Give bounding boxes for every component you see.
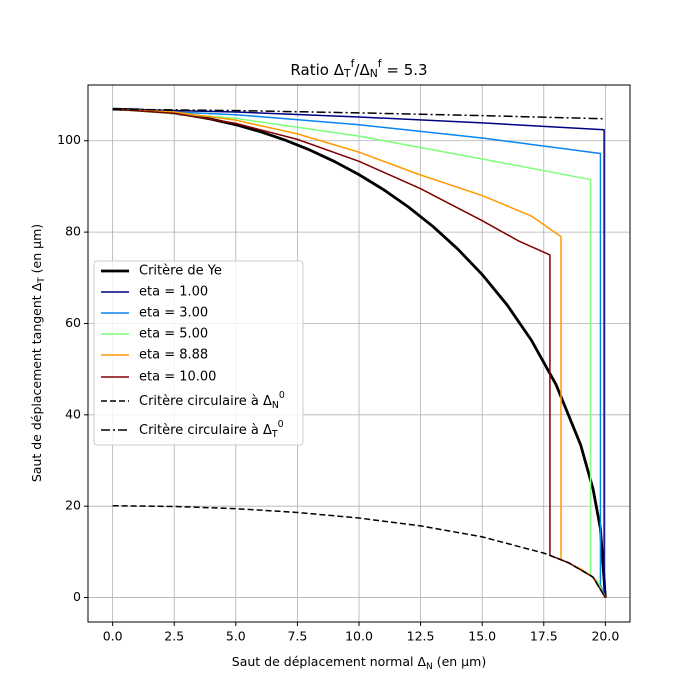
chart-title: Ratio ΔTf/ΔNf = 5.3 — [290, 57, 427, 80]
y-axis-label: Saut de déplacement tangent ΔT (en μm) — [29, 224, 47, 482]
legend-label: eta = 3.00 — [139, 306, 208, 321]
y-tick-label: 80 — [65, 224, 81, 239]
y-tick-label: 60 — [65, 315, 81, 330]
legend-label: eta = 1.00 — [139, 285, 208, 300]
text-sup: f — [351, 57, 355, 70]
x-tick-label: 10.0 — [345, 629, 373, 644]
y-tick-label: 100 — [57, 132, 81, 147]
text-segment: Saut de déplacement tangent Δ — [29, 282, 44, 482]
x-tick-label: 2.5 — [164, 629, 184, 644]
x-tick-label: 17.5 — [530, 629, 558, 644]
text-segment: Critère circulaire à Δ — [139, 423, 272, 438]
series-line — [112, 108, 607, 598]
legend-frame — [93, 260, 304, 446]
legend-label: eta = 10.00 — [139, 370, 216, 385]
lines — [112, 107, 607, 598]
text-sup: 0 — [279, 390, 285, 401]
text-sub: N — [426, 662, 433, 672]
series-line — [112, 108, 606, 120]
x-axis-label: Saut de déplacement normal ΔN (en μm) — [232, 654, 486, 672]
legend-label: eta = 5.00 — [139, 327, 208, 342]
legend-label: Critère de Ye — [139, 264, 222, 279]
text-sub: N — [370, 67, 378, 80]
text-segment: /Δ — [354, 61, 370, 79]
text-sup: f — [378, 57, 382, 70]
text-sub: T — [271, 429, 278, 440]
text-segment: Ratio Δ — [290, 61, 344, 79]
y-tick-label: 40 — [65, 406, 81, 421]
legend-label: Critère circulaire à ΔT0 — [139, 419, 284, 440]
text-segment: (en μm) — [29, 224, 44, 277]
legend: Critère de Ye eta = 1.00 eta = 3.00 eta = 5… — [93, 260, 304, 446]
text-sub: T — [343, 67, 351, 80]
legend-label: Critère circulaire à ΔN0 — [139, 390, 285, 411]
text-sub: T — [37, 277, 47, 284]
x-tick-label: 20.0 — [591, 629, 619, 644]
legend-label: eta = 8.88 — [139, 348, 208, 363]
text-sub: N — [272, 400, 279, 411]
x-tick-label: 7.5 — [287, 629, 307, 644]
y-tick-label: 20 — [65, 498, 81, 513]
x-tick-label: 15.0 — [468, 629, 496, 644]
series-line — [112, 108, 607, 598]
y-tick-label: 0 — [73, 589, 81, 604]
x-tick-label: 12.5 — [407, 629, 435, 644]
text-segment: = 5.3 — [382, 61, 428, 79]
ticks: 0.0 2.5 5.0 7.5 10.0 12.5 15.0 17.5 20.0 0 20 40 60 8… — [57, 132, 619, 643]
text-sup: 0 — [278, 419, 284, 430]
x-tick-label: 0.0 — [103, 629, 123, 644]
series-line — [112, 108, 607, 598]
text-segment: Critère circulaire à Δ — [139, 394, 272, 409]
x-tick-label: 5.0 — [226, 629, 246, 644]
series-line — [112, 504, 607, 598]
series-line — [112, 108, 607, 598]
text-segment: Saut de déplacement normal Δ — [232, 654, 427, 669]
text-segment: (en μm) — [433, 654, 486, 669]
grid — [88, 85, 630, 622]
